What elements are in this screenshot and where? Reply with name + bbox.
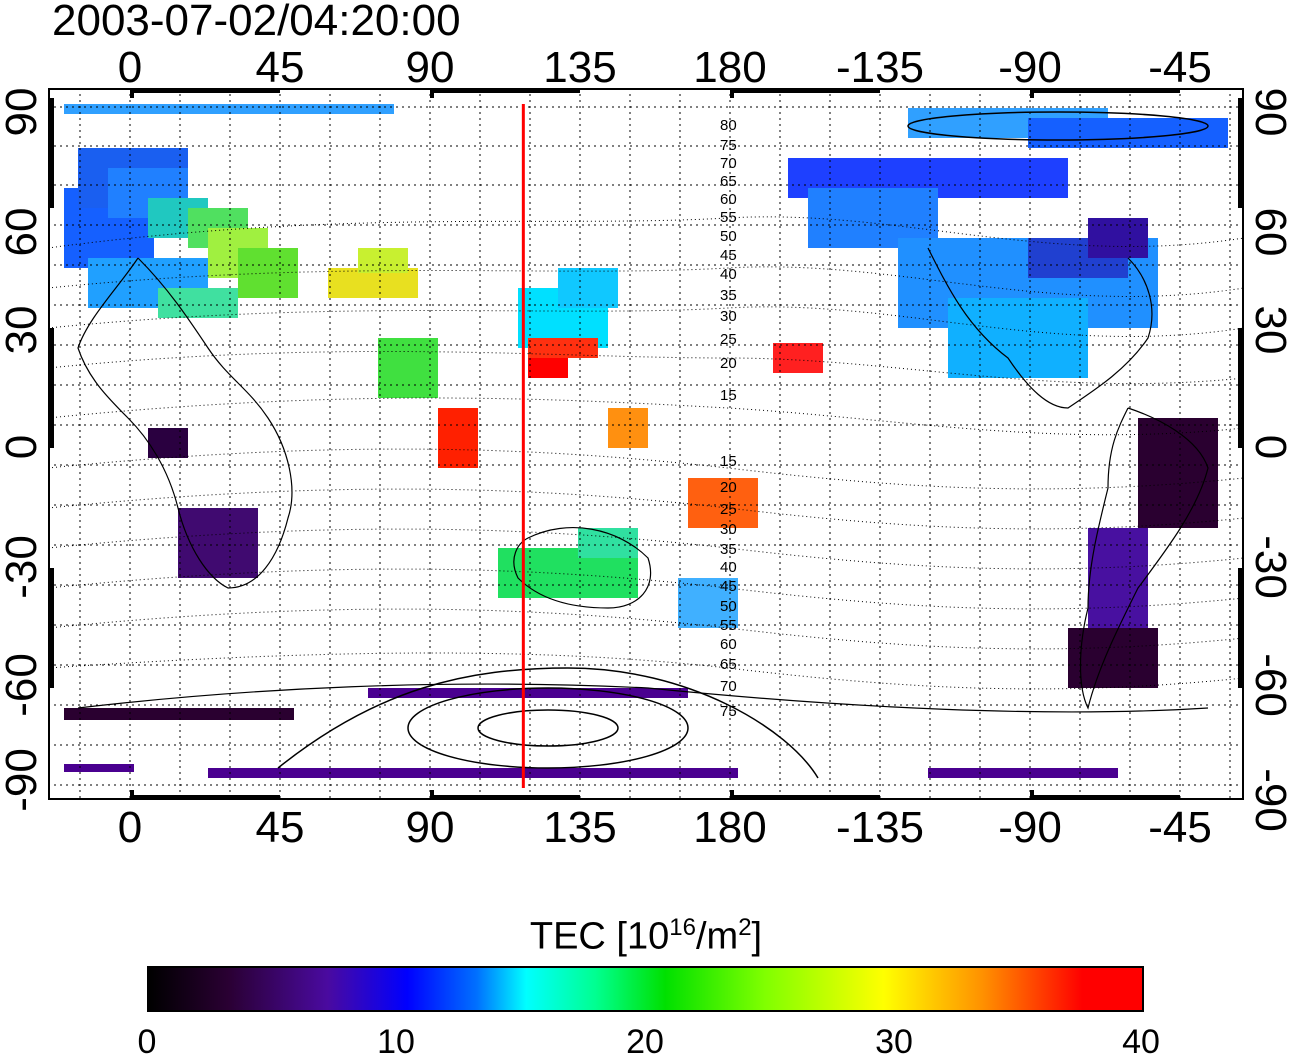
lon-tick-top: 180 xyxy=(693,43,767,92)
contour-label: 55 xyxy=(720,209,737,226)
contour-label: 35 xyxy=(720,541,737,558)
lon-tick-top: -45 xyxy=(1148,43,1212,92)
lat-tick-left: 90 xyxy=(0,87,46,137)
lon-tick-top: 45 xyxy=(255,43,305,92)
tec-data-cells xyxy=(64,104,1228,778)
contour-label: 35 xyxy=(720,287,737,304)
contour-label: 30 xyxy=(720,308,737,325)
contour-label: 15 xyxy=(720,387,737,404)
contour-label: 70 xyxy=(720,678,737,695)
contour-label: 30 xyxy=(720,521,737,538)
lon-tick-top: 135 xyxy=(543,43,617,92)
lon-tick-bottom: 45 xyxy=(255,803,305,852)
lat-tick-right: 90 xyxy=(1246,87,1292,137)
colorbar-title-suffix: ] xyxy=(751,915,763,958)
contour-label: 75 xyxy=(720,703,737,720)
lat-tick-right: -60 xyxy=(1246,653,1292,717)
contour-label: 50 xyxy=(720,228,737,245)
contour-label: 40 xyxy=(720,559,737,576)
lat-tick-right: 30 xyxy=(1246,305,1292,355)
lon-tick-top: -135 xyxy=(835,43,925,92)
colorbar-title: TEC [1016/m2] xyxy=(0,906,1292,959)
lat-tick-left: 0 xyxy=(0,434,46,460)
lon-tick-bottom: 180 xyxy=(693,803,767,852)
frame-ticks xyxy=(48,88,1244,800)
colorbar-tick: 20 xyxy=(626,1023,664,1061)
colorbar-tick: 10 xyxy=(377,1023,415,1061)
colorbar-title-mid: /m xyxy=(695,915,739,958)
colorbar-tick: 30 xyxy=(875,1023,913,1061)
contour-label: 25 xyxy=(720,331,737,348)
lon-tick-bottom: -45 xyxy=(1148,803,1212,852)
contour-label: 60 xyxy=(720,191,737,208)
lat-tick-left: -90 xyxy=(0,748,46,812)
lat-tick-left: 60 xyxy=(0,207,46,257)
lon-tick-top: 90 xyxy=(405,43,455,92)
colorbar-title-exponent: 2 xyxy=(738,914,752,941)
contour-label: 15 xyxy=(720,453,737,470)
lon-tick-top: -90 xyxy=(998,43,1062,92)
contour-label: 65 xyxy=(720,656,737,673)
lon-tick-top: 0 xyxy=(117,43,143,92)
lat-tick-right: -90 xyxy=(1246,768,1292,832)
coastlines xyxy=(77,247,1209,713)
lon-tick-bottom: 135 xyxy=(543,803,617,852)
colorbar-title-prefix: TEC [10 xyxy=(529,915,670,958)
tec-map: 80 75 70 65 60 55 50 45 40 35 30 25 20 1… xyxy=(48,88,1244,800)
contour-label: 40 xyxy=(720,266,737,283)
contour-label: 45 xyxy=(720,247,737,264)
lat-tick-right: -30 xyxy=(1246,535,1292,599)
lon-tick-bottom: 0 xyxy=(117,803,143,852)
contour-labels: 80 75 70 65 60 55 50 45 40 35 30 25 20 1… xyxy=(720,117,737,720)
lat-tick-left: -30 xyxy=(0,535,46,599)
lat-lon-grid xyxy=(48,88,1244,800)
contour-label: 20 xyxy=(720,479,737,496)
lat-tick-right: 0 xyxy=(1246,434,1292,460)
contour-label: 80 xyxy=(720,117,737,134)
contour-label: 65 xyxy=(720,173,737,190)
colorbar xyxy=(147,966,1144,1012)
lon-tick-bottom: -135 xyxy=(835,803,925,852)
timestamp-title: 2003-07-02/04:20:00 xyxy=(52,0,461,45)
contour-label: 25 xyxy=(720,501,737,518)
polar-contours xyxy=(277,111,1209,779)
contour-label: 20 xyxy=(720,355,737,372)
contour-label: 55 xyxy=(720,617,737,634)
colorbar-title-exponent: 16 xyxy=(669,914,696,941)
colorbar-tick: 0 xyxy=(137,1023,157,1061)
lat-tick-left: -60 xyxy=(0,653,46,717)
contour-label: 45 xyxy=(720,578,737,595)
lon-tick-bottom: 90 xyxy=(405,803,455,852)
contour-label: 70 xyxy=(720,155,737,172)
contour-label: 60 xyxy=(720,636,737,653)
lat-tick-left: 30 xyxy=(0,305,46,355)
lon-tick-bottom: -90 xyxy=(998,803,1062,852)
contour-label: 75 xyxy=(720,137,737,154)
lat-tick-right: 60 xyxy=(1246,207,1292,257)
contour-label: 50 xyxy=(720,598,737,615)
colorbar-tick: 40 xyxy=(1122,1023,1160,1061)
magnetic-contours xyxy=(48,216,1244,690)
